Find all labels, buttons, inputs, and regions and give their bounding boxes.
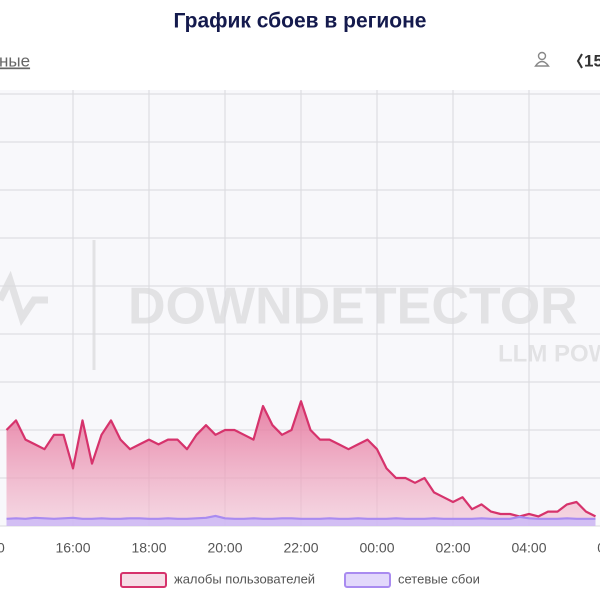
x-tick-label: 00:00	[359, 540, 394, 556]
x-tick-label: 06	[597, 540, 600, 556]
watermark: DOWNDETECTOR LLM POW	[0, 240, 600, 370]
watermark-tagline: LLM POW	[498, 340, 600, 367]
x-tick-label: 18:00	[131, 540, 166, 556]
x-tick-label: 02:00	[435, 540, 470, 556]
legend-swatch	[120, 572, 167, 588]
watermark-brand: DOWNDETECTOR	[128, 278, 578, 336]
x-tick-label: 22:00	[283, 540, 318, 556]
area-fill	[6, 515, 596, 526]
x-tick-label: 20:00	[207, 540, 242, 556]
plot: 00 16:00 18:00 20:00 22:00 00:00 02:00 04:00 06	[0, 90, 600, 556]
area-fill	[6, 401, 596, 526]
details-link[interactable]: ные	[0, 51, 30, 70]
report-count[interactable]: 15	[584, 51, 600, 70]
x-tick-label: 00	[0, 540, 5, 556]
chevron-icon[interactable]	[576, 53, 583, 69]
legend-label: сетевые сбои	[398, 571, 480, 586]
legend: жалобы пользователей сетевые сбои	[120, 571, 480, 588]
x-tick-label: 16:00	[55, 540, 90, 556]
x-tick-label: 04:00	[511, 540, 546, 556]
user-icon[interactable]	[534, 51, 550, 67]
legend-label: жалобы пользователей	[174, 571, 315, 586]
series-line	[5, 400, 596, 518]
watermark-logo	[0, 270, 48, 327]
page-title: График сбоев в регионе	[174, 10, 427, 33]
legend-swatch	[344, 572, 391, 588]
series-line	[6, 514, 596, 520]
